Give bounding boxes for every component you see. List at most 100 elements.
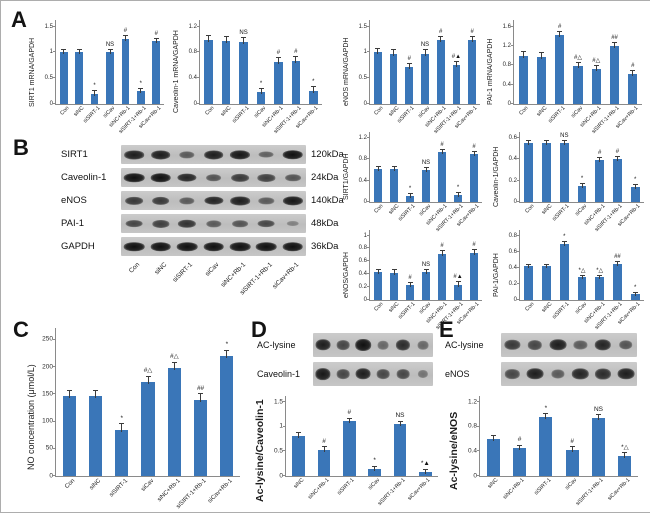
blot-lane-strip (121, 145, 306, 164)
panel-label-a: A (11, 7, 27, 32)
y-tick-label: 1 (363, 232, 367, 239)
blot-band (125, 196, 144, 205)
bar (595, 160, 605, 202)
y-tick-label: 0.4 (358, 271, 367, 278)
y-tick-mark (283, 450, 286, 452)
y-tick-mark (517, 266, 520, 268)
y-axis-label: NO concentration (μmol/L) (26, 364, 36, 470)
y-tick-label: 0 (363, 101, 367, 107)
blot-row: AC-lysine (445, 333, 637, 357)
error-bar-cap (275, 57, 281, 59)
y-tick-mark (367, 234, 370, 236)
blot-row: SIRT1 120kDa (61, 145, 355, 164)
blot-band (151, 196, 170, 205)
x-tick-label-text: siNC (535, 105, 548, 118)
significance-annotation: *▲ (420, 460, 430, 468)
y-tick-label: 1 (49, 49, 53, 56)
error-bar-cap (206, 34, 212, 36)
blot-lane-strip (121, 191, 306, 210)
significance-annotation: # (598, 150, 602, 156)
y-tick-mark (367, 201, 370, 202)
bar (559, 142, 569, 202)
error-bar (571, 447, 573, 452)
significance-annotation: NS (421, 160, 431, 167)
bar (452, 65, 461, 104)
blot-band (232, 219, 248, 228)
bar (613, 159, 622, 202)
error-bar (393, 167, 395, 171)
plot-frame: 0 0.4 0.8 1.2 Con siNC NS siSIRT-1 * siCav # siNC+R… (189, 20, 322, 135)
blot-band (527, 340, 543, 350)
error-bar (632, 70, 634, 77)
error-bar (540, 53, 542, 59)
x-tick-label-text: Con (58, 105, 71, 117)
bar (539, 416, 553, 476)
y-tick-mark (517, 299, 520, 300)
bar (239, 41, 248, 104)
error-bar (624, 453, 626, 458)
y-tick-label: 1.6 (502, 23, 511, 30)
significance-annotation: * (408, 185, 412, 192)
error-bar-cap (375, 268, 381, 270)
significance-annotation: NS (420, 42, 430, 49)
significance-annotation: * (580, 175, 584, 182)
y-tick-label: 0 (363, 297, 367, 303)
error-bar (377, 269, 379, 275)
error-bar-cap (597, 274, 603, 276)
y-tick-label: 0.4 (508, 156, 517, 163)
error-bar (140, 88, 142, 94)
y-tick-mark (367, 299, 370, 300)
y-tick-label: 0.8 (358, 245, 367, 252)
error-bar-cap (241, 36, 247, 38)
error-bar (393, 50, 395, 56)
error-bar (616, 262, 618, 266)
error-bar-cap (391, 166, 397, 168)
blot-band (284, 173, 301, 182)
blot-band (282, 149, 304, 160)
bar (204, 39, 214, 104)
error-bar-cap (612, 41, 618, 43)
y-tick-mark (517, 179, 520, 181)
x-tick-label-text: siNC (540, 203, 554, 216)
y-tick-label: 0 (363, 199, 367, 205)
error-bar (581, 275, 583, 280)
error-bar (243, 37, 245, 44)
blot-kda-label: 120kDa (311, 149, 344, 160)
y-tick-mark (367, 260, 370, 262)
error-bar (121, 424, 123, 432)
y-tick-label: 0.8 (188, 49, 197, 56)
bar (628, 74, 638, 104)
error-bar-cap (622, 452, 628, 454)
significance-annotation: # (123, 28, 128, 34)
x-tick-label-text: Con (203, 105, 216, 117)
bar (274, 62, 283, 104)
plot-area: 0 0.2 0.4 0.6 0.8 1 Con siNC # siSIRT-1 NS siCav # si… (359, 227, 485, 331)
error-bar-cap (321, 446, 327, 448)
y-tick-mark (511, 103, 514, 104)
error-bar-cap (632, 291, 638, 293)
significance-annotation: # (558, 24, 562, 31)
error-bar (94, 391, 96, 399)
blot-kda-label: 48kDa (311, 218, 339, 229)
error-bar (441, 251, 443, 256)
error-bar (522, 52, 524, 58)
error-bar (408, 63, 410, 69)
error-bar-cap (438, 35, 444, 37)
error-bar (295, 57, 297, 63)
chart-aclysine-caveolin1: Ac-lysine/Caveolin-1 0 0.5 1 1.5 siNC # siNC+Rb… (253, 393, 441, 509)
error-bar (616, 156, 618, 162)
error-bar-cap (453, 61, 459, 63)
error-bar-cap (66, 389, 72, 391)
blot-lane-strip (313, 333, 433, 357)
x-tick-label-text: siCav (574, 301, 589, 316)
bar (610, 46, 620, 104)
y-tick-mark (367, 179, 370, 181)
x-tick-label-text: siCav (253, 105, 268, 120)
blot-band (551, 369, 565, 379)
error-bar-cap (422, 49, 428, 51)
error-bar (425, 168, 427, 172)
y-tick-label: 0.4 (508, 264, 517, 271)
blot-band (282, 195, 303, 206)
bar (438, 152, 446, 202)
